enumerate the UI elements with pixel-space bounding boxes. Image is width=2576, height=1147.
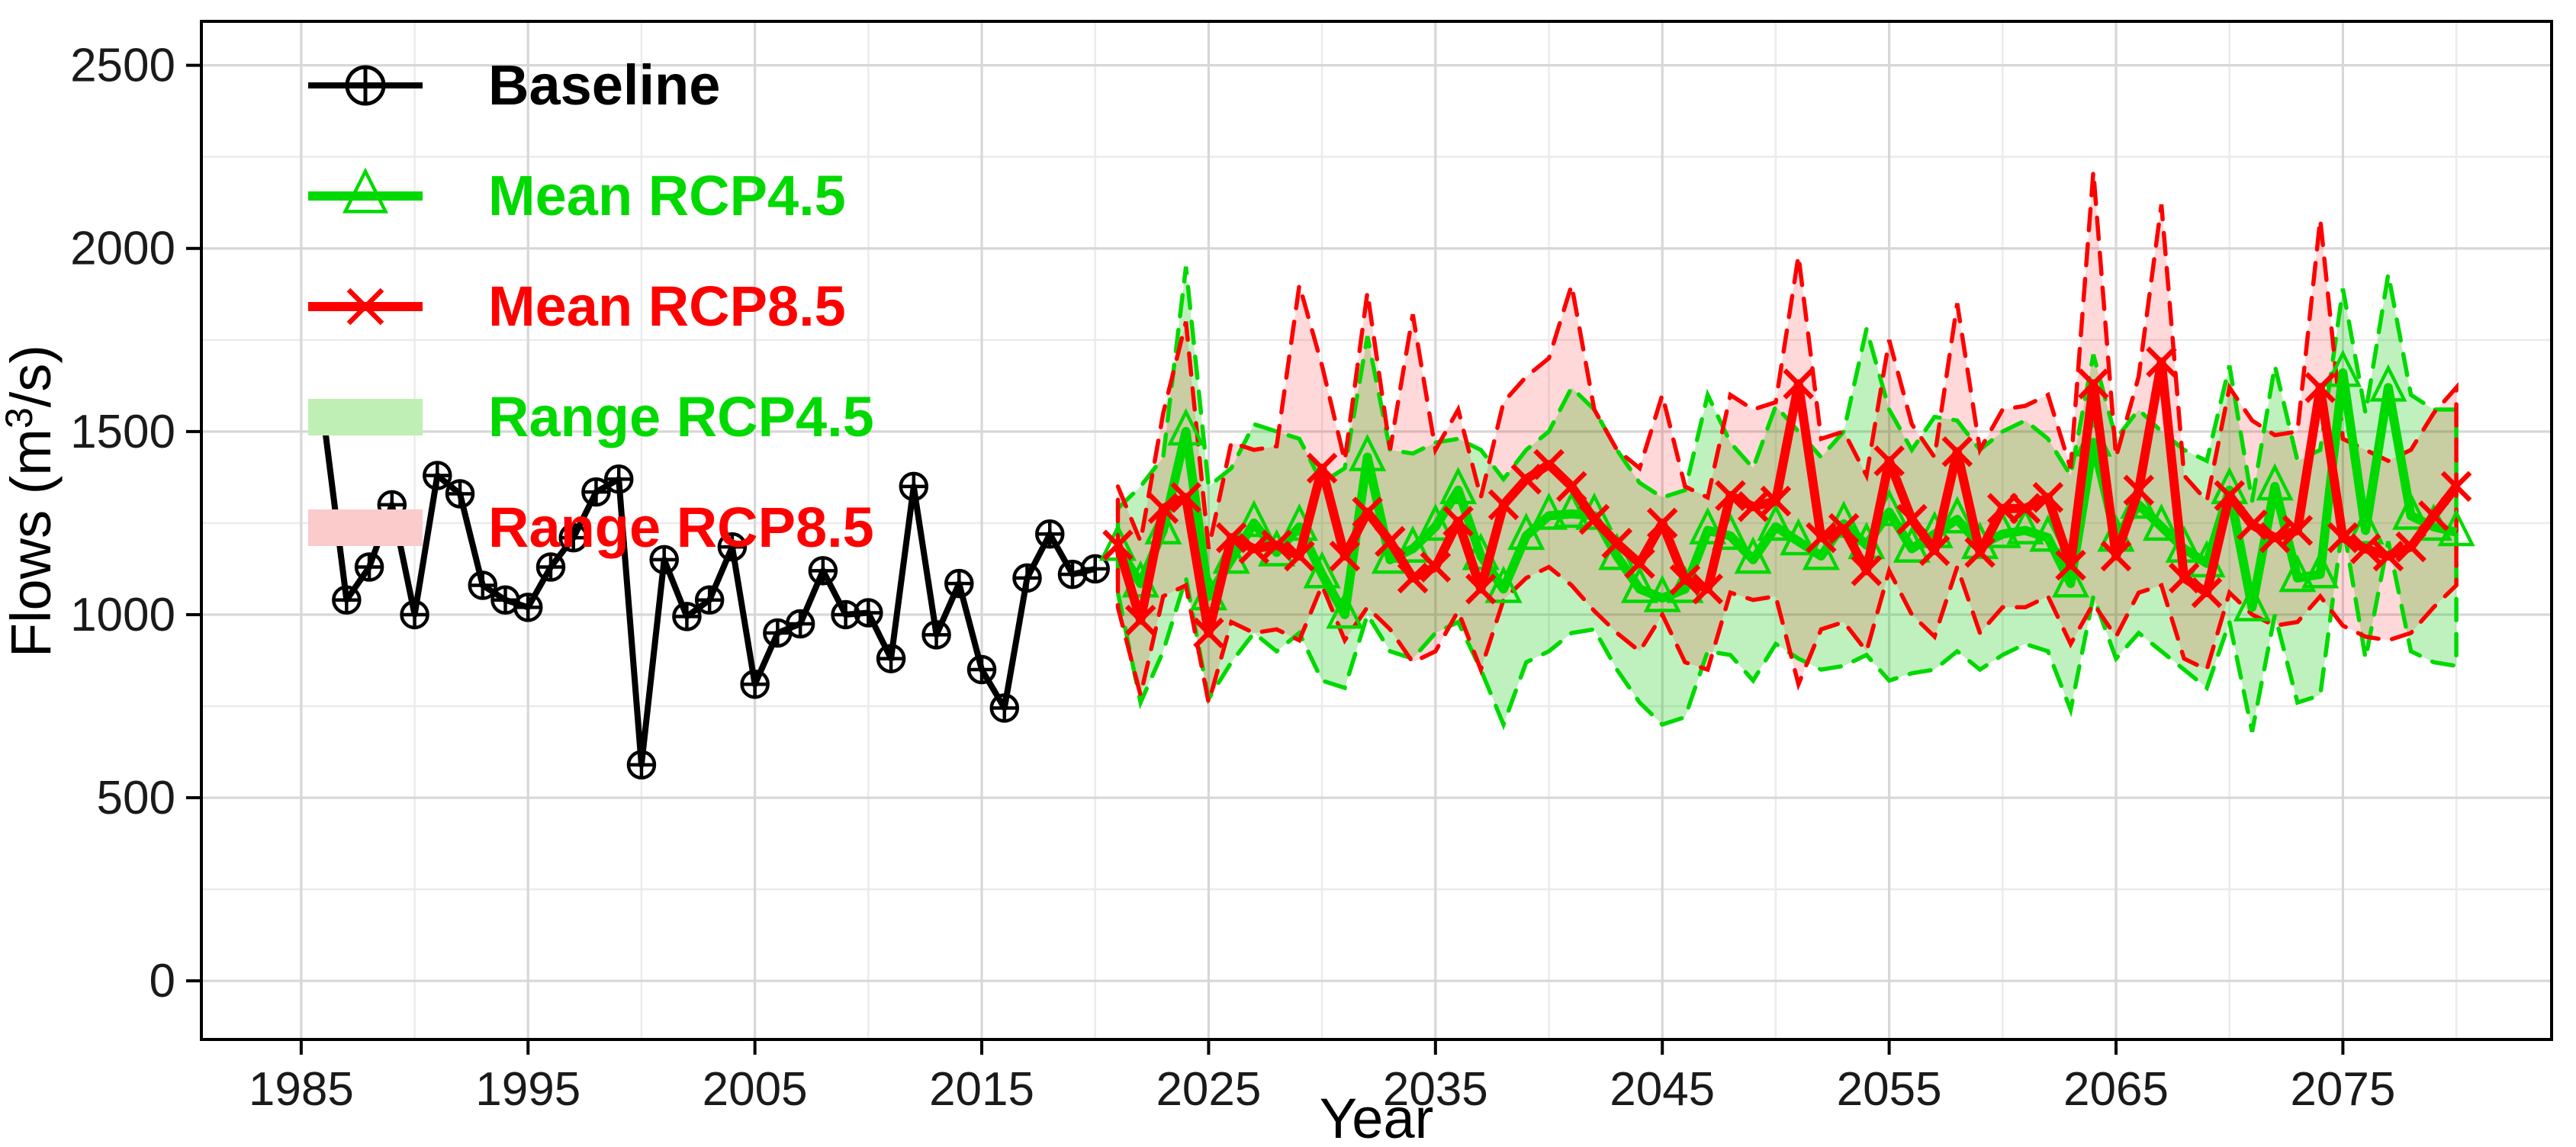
x-tick-label: 2035 bbox=[1383, 1063, 1488, 1116]
x-tick-label: 1985 bbox=[249, 1063, 354, 1116]
x-tick-label: 1995 bbox=[475, 1063, 580, 1116]
y-tick-label: 2000 bbox=[70, 223, 175, 275]
legend-label: Mean RCP4.5 bbox=[488, 164, 846, 227]
range-rcp45-band bbox=[1118, 266, 2457, 732]
x-tick-label: 2005 bbox=[703, 1063, 808, 1116]
y-tick-label: 2500 bbox=[70, 40, 175, 92]
circle-plus-icon bbox=[308, 65, 423, 106]
x-cross-icon bbox=[308, 288, 423, 326]
band-swatch-icon bbox=[308, 399, 423, 435]
mean-rcp85-series bbox=[1102, 346, 2472, 649]
y-tick-label: 1500 bbox=[70, 406, 175, 458]
range-rcp45-outline bbox=[1115, 266, 2459, 733]
x-tick-label: 2055 bbox=[1837, 1063, 1942, 1116]
y-axis-title: Flows (m3/s) bbox=[0, 345, 63, 657]
panel-border bbox=[200, 20, 2553, 1041]
legend-item-mean-rcp8-5: Mean RCP8.5 bbox=[308, 275, 846, 338]
x-tick-label: 2015 bbox=[929, 1063, 1034, 1116]
legend-item-mean-rcp4-5: Mean RCP4.5 bbox=[308, 164, 846, 227]
x-tick-label: 2045 bbox=[1610, 1063, 1715, 1116]
legend: Baseline Mean RCP4.5 Mean RCP8.5 Range RCP4… bbox=[308, 53, 874, 559]
triangle-open-icon bbox=[308, 167, 423, 214]
x-tick-label: 2025 bbox=[1156, 1063, 1261, 1116]
legend-item-range-rcp8-5: Range RCP8.5 bbox=[308, 496, 874, 559]
y-tick-label: 1000 bbox=[70, 589, 175, 641]
legend-label: Baseline bbox=[488, 53, 720, 117]
y-tick-label: 0 bbox=[150, 955, 175, 1007]
legend-label: Range RCP8.5 bbox=[488, 496, 874, 559]
legend-label: Mean RCP8.5 bbox=[488, 275, 846, 338]
x-tick-label: 2065 bbox=[2063, 1063, 2169, 1116]
range-rcp85-outline bbox=[1115, 171, 2459, 703]
y-axis: 0 500 1000 1500 2000 2500 bbox=[70, 40, 201, 1007]
y-tick-label: 500 bbox=[97, 772, 175, 824]
band-swatch-icon bbox=[308, 509, 423, 546]
legend-item-range-rcp4-5: Range RCP4.5 bbox=[308, 385, 874, 448]
baseline-series bbox=[309, 406, 1110, 780]
legend-item-baseline: Baseline bbox=[308, 53, 720, 117]
x-tick-label: 2075 bbox=[2290, 1063, 2395, 1116]
x-axis: 1985 1995 2005 2015 2025 2035 2045 2055 2065 2075 bbox=[249, 1039, 2395, 1116]
legend-label: Range RCP4.5 bbox=[488, 385, 874, 448]
x-axis-title: Year bbox=[1320, 1087, 1434, 1147]
